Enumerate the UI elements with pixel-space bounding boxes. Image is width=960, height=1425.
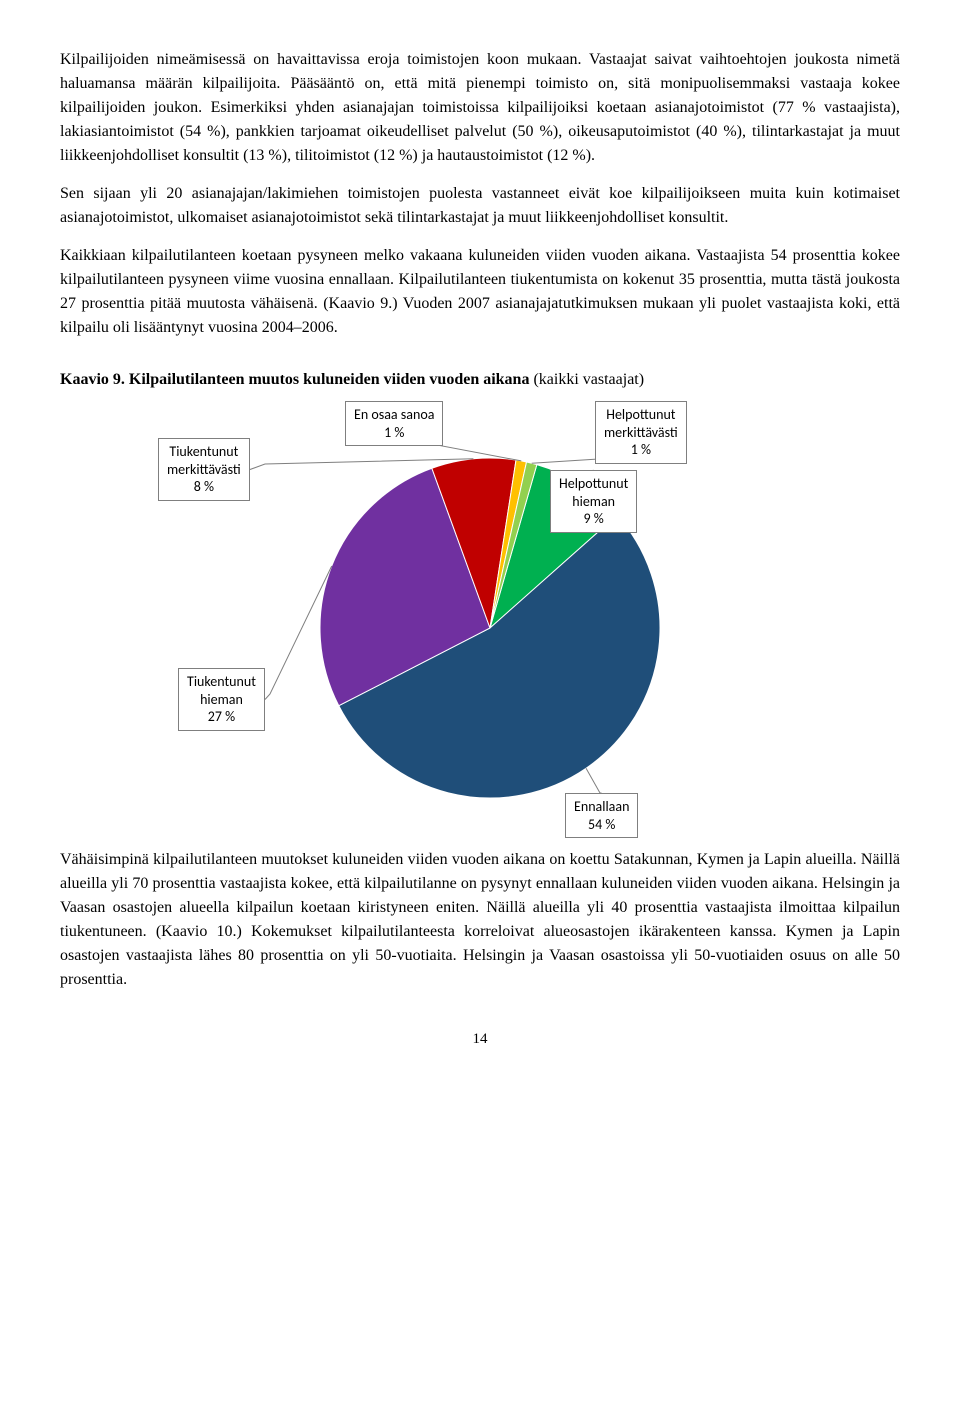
page-number: 14: [60, 1028, 900, 1051]
body-paragraph: Kilpailijoiden nimeämisessä on havaittav…: [60, 48, 900, 168]
chart-title-normal: (kaikki vastaajat): [529, 371, 644, 388]
pie-label: Ennallaan54 %: [565, 793, 638, 838]
body-paragraph: Sen sijaan yli 20 asianajajan/lakimiehen…: [60, 182, 900, 230]
body-paragraph: Vähäisimpinä kilpailutilanteen muutokset…: [60, 848, 900, 992]
pie-label: Tiukentunuthieman27 %: [178, 668, 265, 731]
pie-label: Helpottunuthieman9 %: [550, 470, 637, 533]
pie-label: Tiukentunutmerkittävästi8 %: [158, 438, 250, 501]
pie-label: En osaa sanoa1 %: [345, 401, 443, 446]
body-paragraph: Kaikkiaan kilpailutilanteen koetaan pysy…: [60, 244, 900, 340]
chart-title-bold: Kaavio 9. Kilpailutilanteen muutos kulun…: [60, 371, 529, 388]
chart-title: Kaavio 9. Kilpailutilanteen muutos kulun…: [60, 368, 900, 392]
pie-chart: Ennallaan54 % Tiukentunuthieman27 % Tiuken…: [120, 398, 840, 838]
pie-label: Helpottunutmerkittävästi1 %: [595, 401, 687, 464]
